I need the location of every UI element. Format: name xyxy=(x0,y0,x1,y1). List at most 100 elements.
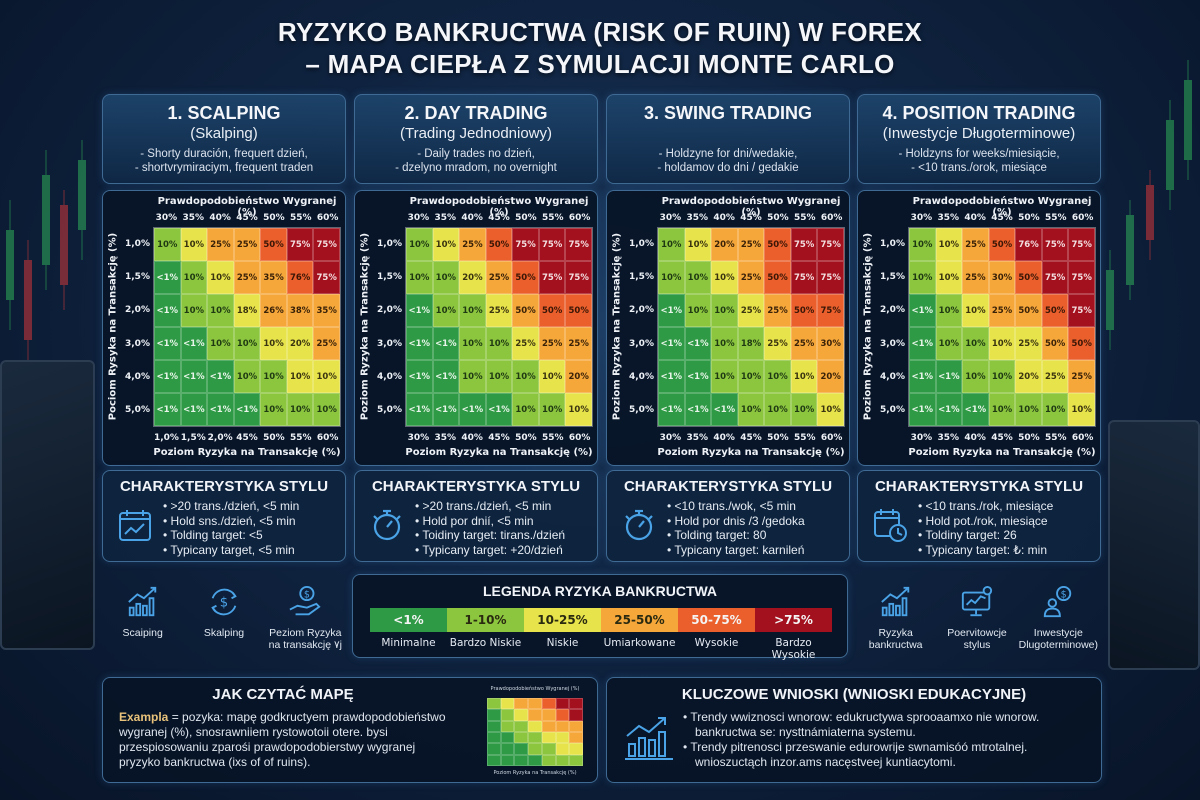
style-name: 2. DAY TRADING xyxy=(404,103,548,123)
legend-swatch: <1% xyxy=(370,608,447,632)
heatmap-cell: <1% xyxy=(658,360,685,393)
key-conclusions-panel: KLUCZOWE WNIOSKI (WNIOSKI EDUKACYJNE) Tr… xyxy=(606,677,1102,783)
heatmap-cell: 75% xyxy=(1041,261,1069,294)
style-description: - Shorty duración, frequert dzień, - shor… xyxy=(134,148,314,174)
tick-label: 55% xyxy=(793,433,816,443)
tick-label: 55% xyxy=(289,213,312,223)
mini-cell xyxy=(555,709,570,721)
characteristic-item: Typicany target, <5 min xyxy=(163,543,299,558)
heatmap-cell: 10% xyxy=(286,360,314,393)
mini-cell xyxy=(514,720,529,732)
characteristic-item: Hold pot./rok, miesiące xyxy=(918,514,1053,529)
heatmap-cell: 50% xyxy=(1041,294,1069,327)
heatmap-cell: <1% xyxy=(154,261,181,294)
heatmap-cell: 10% xyxy=(313,393,340,426)
heatmap-cell: 25% xyxy=(1015,327,1042,360)
heatmap-cell: <1% xyxy=(180,360,208,393)
heatmap-bottom-ticks: 1,0% 1,5% 2,0% 45% 50% 55% 60% xyxy=(153,433,341,443)
heatmap-cell: 50% xyxy=(538,294,566,327)
tick-label: 30% xyxy=(910,213,933,223)
tick-label: 35% xyxy=(686,213,709,223)
heatmap-cell: 20% xyxy=(459,261,486,294)
tick-label: 50% xyxy=(263,213,285,223)
mini-cell xyxy=(487,743,501,755)
example-label: Exampla xyxy=(119,710,169,724)
tick-label: 60% xyxy=(1071,213,1094,223)
style-subtitle: (Inwestycje Długoterminowe) xyxy=(882,125,1076,142)
heatmap-cell: <1% xyxy=(909,393,936,426)
tick-label: 3,0% xyxy=(377,338,402,349)
heatmap-cell: <1% xyxy=(459,393,486,426)
icon-strip-left: Scaiping $ Skalping $ Peziom Ryzyka na t… xyxy=(102,585,346,651)
style-header-4: 4. POSITION TRADING (Inwestycje Długoter… xyxy=(857,94,1101,184)
heatmap-cell: 10% xyxy=(406,228,433,261)
heatmap-cell: <1% xyxy=(711,393,738,426)
heatmap-cell: 10% xyxy=(180,261,208,294)
heatmap-top-ticks: 30% 35% 40% 45% 50% 55% 60% xyxy=(657,213,845,223)
tick-label: 50% xyxy=(263,433,285,443)
heatmap-cell: <1% xyxy=(180,393,208,426)
mini-cell xyxy=(514,754,529,766)
heatmap-2: Prawdopodobieństwo Wygranej (%) 30% 35% 40… xyxy=(354,190,598,466)
tick-label: 35% xyxy=(937,213,960,223)
heatmap-cell: 10% xyxy=(988,327,1016,360)
risk-legend: LEGENDA RYZYKA BANKRUCTWA <1% 1-10% 10-25%… xyxy=(352,574,848,661)
heatmap-cell: 25% xyxy=(207,228,234,261)
heatmap-cell: 30% xyxy=(988,261,1016,294)
heatmap-cell: <1% xyxy=(658,393,685,426)
heatmap-cell: 25% xyxy=(764,327,791,360)
heatmap-cell: 25% xyxy=(512,327,539,360)
tick-label: 45% xyxy=(488,213,510,223)
icon-tile: Poervitowcje stylus xyxy=(937,585,1017,651)
heatmap-cell: <1% xyxy=(233,393,261,426)
style-description: - Daily trades no dzień, - dzelyno mradom… xyxy=(395,148,557,174)
tick-label: 1,0% xyxy=(880,238,905,249)
heatmap-cell: 10% xyxy=(207,261,234,294)
heatmap-cell: 10% xyxy=(988,393,1016,426)
heatmap-top-axis-title: Prawdopodobieństwo Wygranej (%) xyxy=(661,196,841,218)
tick-label: 60% xyxy=(820,433,843,443)
heatmap-row-ticks: 1,0% 1,5% 2,0% 3,0% 4,0% 5,0% xyxy=(880,227,908,427)
heatmap-cell: 10% xyxy=(962,327,989,360)
heatmap-cell: <1% xyxy=(432,360,460,393)
heatmap-cell: 10% xyxy=(817,393,844,426)
characteristic-item: Typicany target: +20/dzień xyxy=(415,543,565,558)
icon-tile: $ Skalping xyxy=(184,585,264,651)
heatmap-cell: <1% xyxy=(406,360,433,393)
tick-label: 1,0% xyxy=(377,238,402,249)
mini-heatmap-preview: Prawdopodobieństwo Wygranej (%) Poziom R… xyxy=(475,686,587,778)
heatmap-cell: 10% xyxy=(962,294,989,327)
heatmap-cell: 10% xyxy=(962,360,989,393)
legend-swatch: 1-10% xyxy=(447,608,524,632)
heatmap-cell: 25% xyxy=(459,228,486,261)
tick-label: 4,0% xyxy=(125,371,150,382)
heatmap-cell: 10% xyxy=(935,261,963,294)
characteristic-item: <10 trans./wok, <5 min xyxy=(667,499,805,514)
heatmap-cell: 75% xyxy=(286,228,314,261)
mini-cell xyxy=(569,743,583,755)
stopwatch-icon xyxy=(369,507,405,543)
heatmap-cell: 10% xyxy=(711,327,738,360)
conclusion-item: Trendy wwiznosci wnorow: edukructywa spr… xyxy=(683,710,1093,740)
heatmap-cell: 10% xyxy=(512,360,539,393)
heatmap-cell: 10% xyxy=(406,261,433,294)
heatmap-cell: 10% xyxy=(260,393,287,426)
conclusions-list: Trendy wwiznosci wnorow: edukructywa spr… xyxy=(683,710,1093,770)
how-to-read-title: JAK CZYTAĆ MAPĘ xyxy=(212,686,354,703)
heatmap-cell: 10% xyxy=(459,360,486,393)
mini-cell xyxy=(541,754,556,766)
heatmap-cell: 10% xyxy=(790,393,818,426)
heatmap-cell: 76% xyxy=(286,261,314,294)
heatmap-cell: <1% xyxy=(684,393,712,426)
mini-cell xyxy=(500,743,515,755)
heatmap-cell: <1% xyxy=(406,327,433,360)
heatmap-x-axis-title: Poziom Ryzyka na Transakcję (%) xyxy=(153,447,341,458)
heatmap-x-axis-title: Poziom Ryzyka na Transakcję (%) xyxy=(405,447,593,458)
mini-cell xyxy=(541,720,556,732)
calendar-clock-icon xyxy=(872,507,908,543)
heatmap-cell: <1% xyxy=(432,327,460,360)
heatmap-bottom-ticks: 30% 35% 40% 45% 50% 55% 60% xyxy=(657,433,845,443)
tick-label: 35% xyxy=(937,433,960,443)
heatmap-cell: 50% xyxy=(790,294,818,327)
investor-icon: $ xyxy=(1018,585,1098,623)
